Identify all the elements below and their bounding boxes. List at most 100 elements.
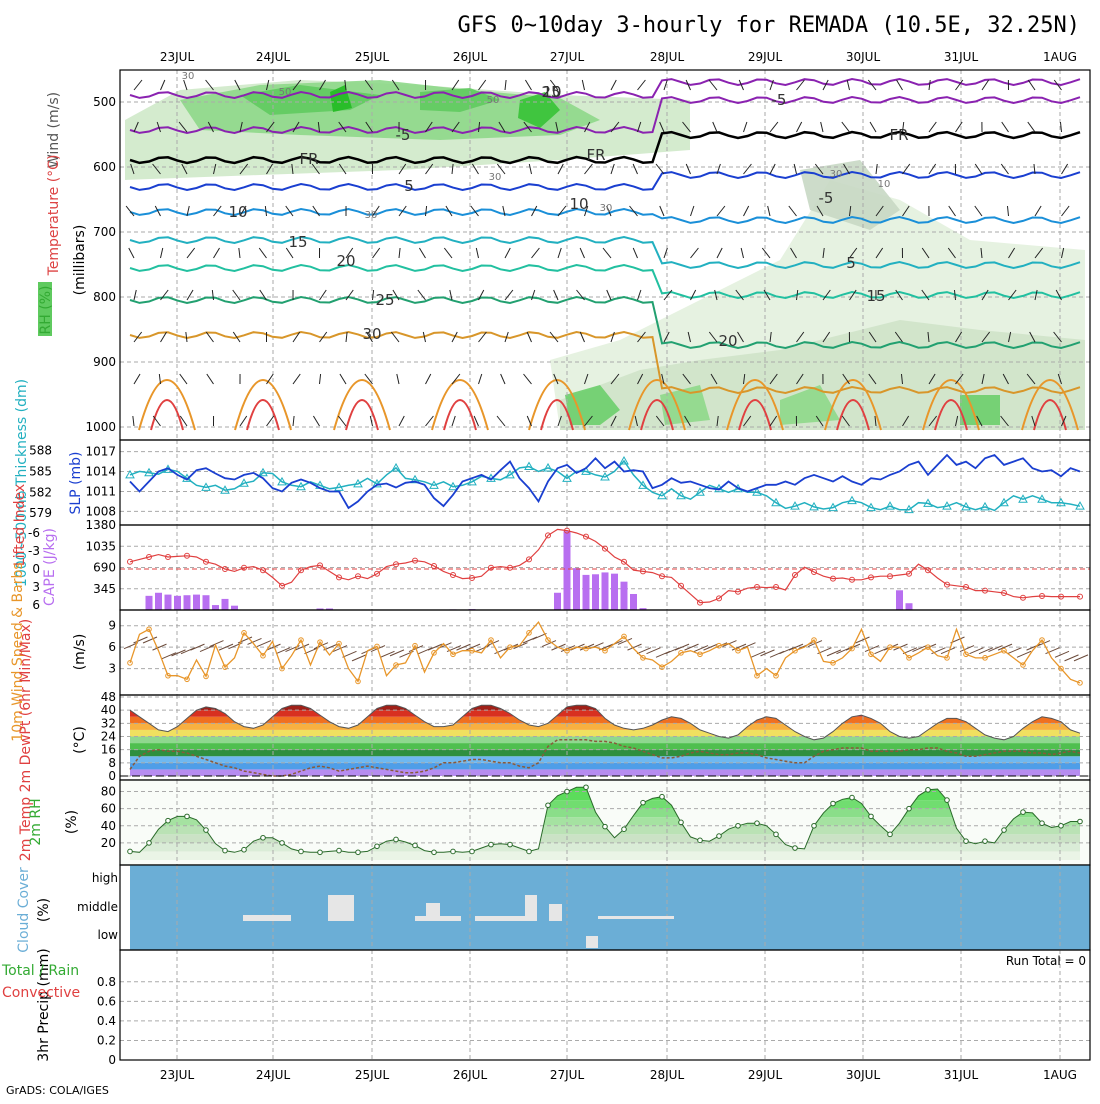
isotherm-label: -5: [772, 91, 787, 109]
wind-barb: [656, 164, 664, 174]
wind-barb: [233, 290, 240, 300]
wind-barb: [399, 416, 404, 426]
wind-barb: [1007, 206, 1008, 216]
wind-barb: [949, 206, 956, 216]
rh-marker: [280, 841, 285, 846]
wind-barb: [505, 80, 506, 90]
wind-barb: [558, 164, 563, 174]
rh-marker: [128, 849, 133, 854]
rh-marker: [641, 800, 646, 805]
wind-barb: [397, 374, 399, 384]
cape-bar: [212, 605, 219, 610]
rh-marker: [394, 837, 399, 842]
rh-contour-label: 30: [830, 169, 843, 180]
thickness-tick-label: 588: [29, 444, 52, 458]
date-label-bottom: 26JUL: [453, 1068, 488, 1082]
cape-bar: [630, 594, 637, 610]
rh-marker: [489, 842, 494, 847]
wind-barb: [607, 290, 611, 300]
date-label-top: 23JUL: [160, 50, 195, 64]
wind-barb: [789, 206, 797, 216]
cloud-block: [243, 915, 291, 921]
wind-barb: [426, 416, 434, 426]
precip-panel: [120, 950, 1090, 1060]
isotherm-label: 15: [288, 233, 307, 251]
cape-bar: [146, 596, 153, 610]
wind-barb: [505, 248, 510, 258]
isotherm-label: FR: [299, 150, 318, 168]
cape-bar: [222, 599, 229, 610]
cloud-block: [426, 903, 440, 916]
rh-tick-label: 20: [101, 836, 116, 850]
rh-marker: [774, 832, 779, 837]
wind-barb: [476, 248, 478, 258]
rh-marker: [1002, 828, 1007, 833]
date-label-bottom: 28JUL: [650, 1068, 685, 1082]
rh-marker: [755, 821, 760, 826]
cape-bar: [602, 572, 609, 610]
wind-barb: [558, 206, 566, 216]
rh-marker: [1040, 821, 1045, 826]
rh-contour-label: 10: [878, 179, 891, 190]
rh-marker: [147, 841, 152, 846]
rh-contour-label: 30: [182, 71, 195, 82]
lifted-index-tick-label: 3: [32, 580, 40, 594]
thickness-tick-label: 585: [29, 464, 52, 478]
wind-barb: [762, 248, 770, 258]
wind-barb: [418, 290, 426, 300]
wind-barb: [450, 290, 452, 300]
lifted-index-tick-label: -3: [28, 544, 40, 558]
lifted-index-tick-label: 6: [32, 598, 40, 612]
wind-barb: [929, 164, 936, 174]
wind-barb: [794, 164, 796, 174]
wind-barb: [797, 122, 802, 132]
wind-barb: [532, 206, 537, 216]
wind-barb: [611, 332, 614, 342]
cape-bar: [592, 574, 599, 610]
slp-axis-label: SLP (mb): [68, 451, 84, 514]
wind10-barb: [865, 646, 879, 652]
cloud-unit-label: (%): [36, 898, 52, 922]
wind-barb: [214, 248, 220, 258]
wind-barb: [709, 80, 717, 90]
rh-marker: [850, 795, 855, 800]
temp-tick-label: 8: [108, 756, 116, 770]
temp-color-band: [120, 763, 1090, 770]
wind-barb: [770, 164, 775, 174]
wind-barb: [525, 80, 531, 90]
lifted-index-tick-label: 0: [32, 562, 40, 576]
wind-barb: [479, 374, 482, 384]
slp-panel: [120, 440, 1090, 525]
temp-unit-label: (°C): [72, 726, 88, 754]
cloud-level-label: low: [98, 928, 119, 942]
lifted-index-axis-label: Lifted Index: [12, 484, 28, 566]
rh-marker: [964, 839, 969, 844]
isotherm-label: 10: [228, 203, 247, 221]
precip-tick-label: 0.2: [97, 1033, 116, 1047]
wind-barb: [660, 206, 664, 216]
rh-marker: [603, 824, 608, 829]
wind-barb: [452, 374, 460, 384]
date-label-top: 24JUL: [256, 50, 291, 64]
wind-barb: [265, 206, 266, 216]
wind-barb: [1035, 206, 1041, 216]
date-label-top: 27JUL: [550, 50, 585, 64]
date-label-top: 28JUL: [650, 50, 685, 64]
wind-barb: [133, 416, 134, 426]
wind10-tick-label: 9: [108, 619, 116, 633]
wind10-barb: [200, 646, 214, 652]
lifted-index-tick-label: -6: [28, 526, 40, 540]
cape-bar: [193, 595, 200, 610]
wind-barb: [1062, 164, 1068, 174]
cloud-block: [525, 895, 537, 921]
pressure-axis-label: (millibars): [72, 225, 88, 296]
isotherm-label: 25: [375, 291, 394, 309]
temp-color-band: [120, 756, 1090, 763]
cape-bar: [906, 603, 913, 610]
cloud-axis-label: Cloud Cover: [16, 867, 32, 953]
wind-barb: [717, 248, 722, 258]
wind-barb: [633, 248, 637, 258]
rh-marker: [508, 842, 513, 847]
date-label-bottom: 30JUL: [846, 1068, 881, 1082]
